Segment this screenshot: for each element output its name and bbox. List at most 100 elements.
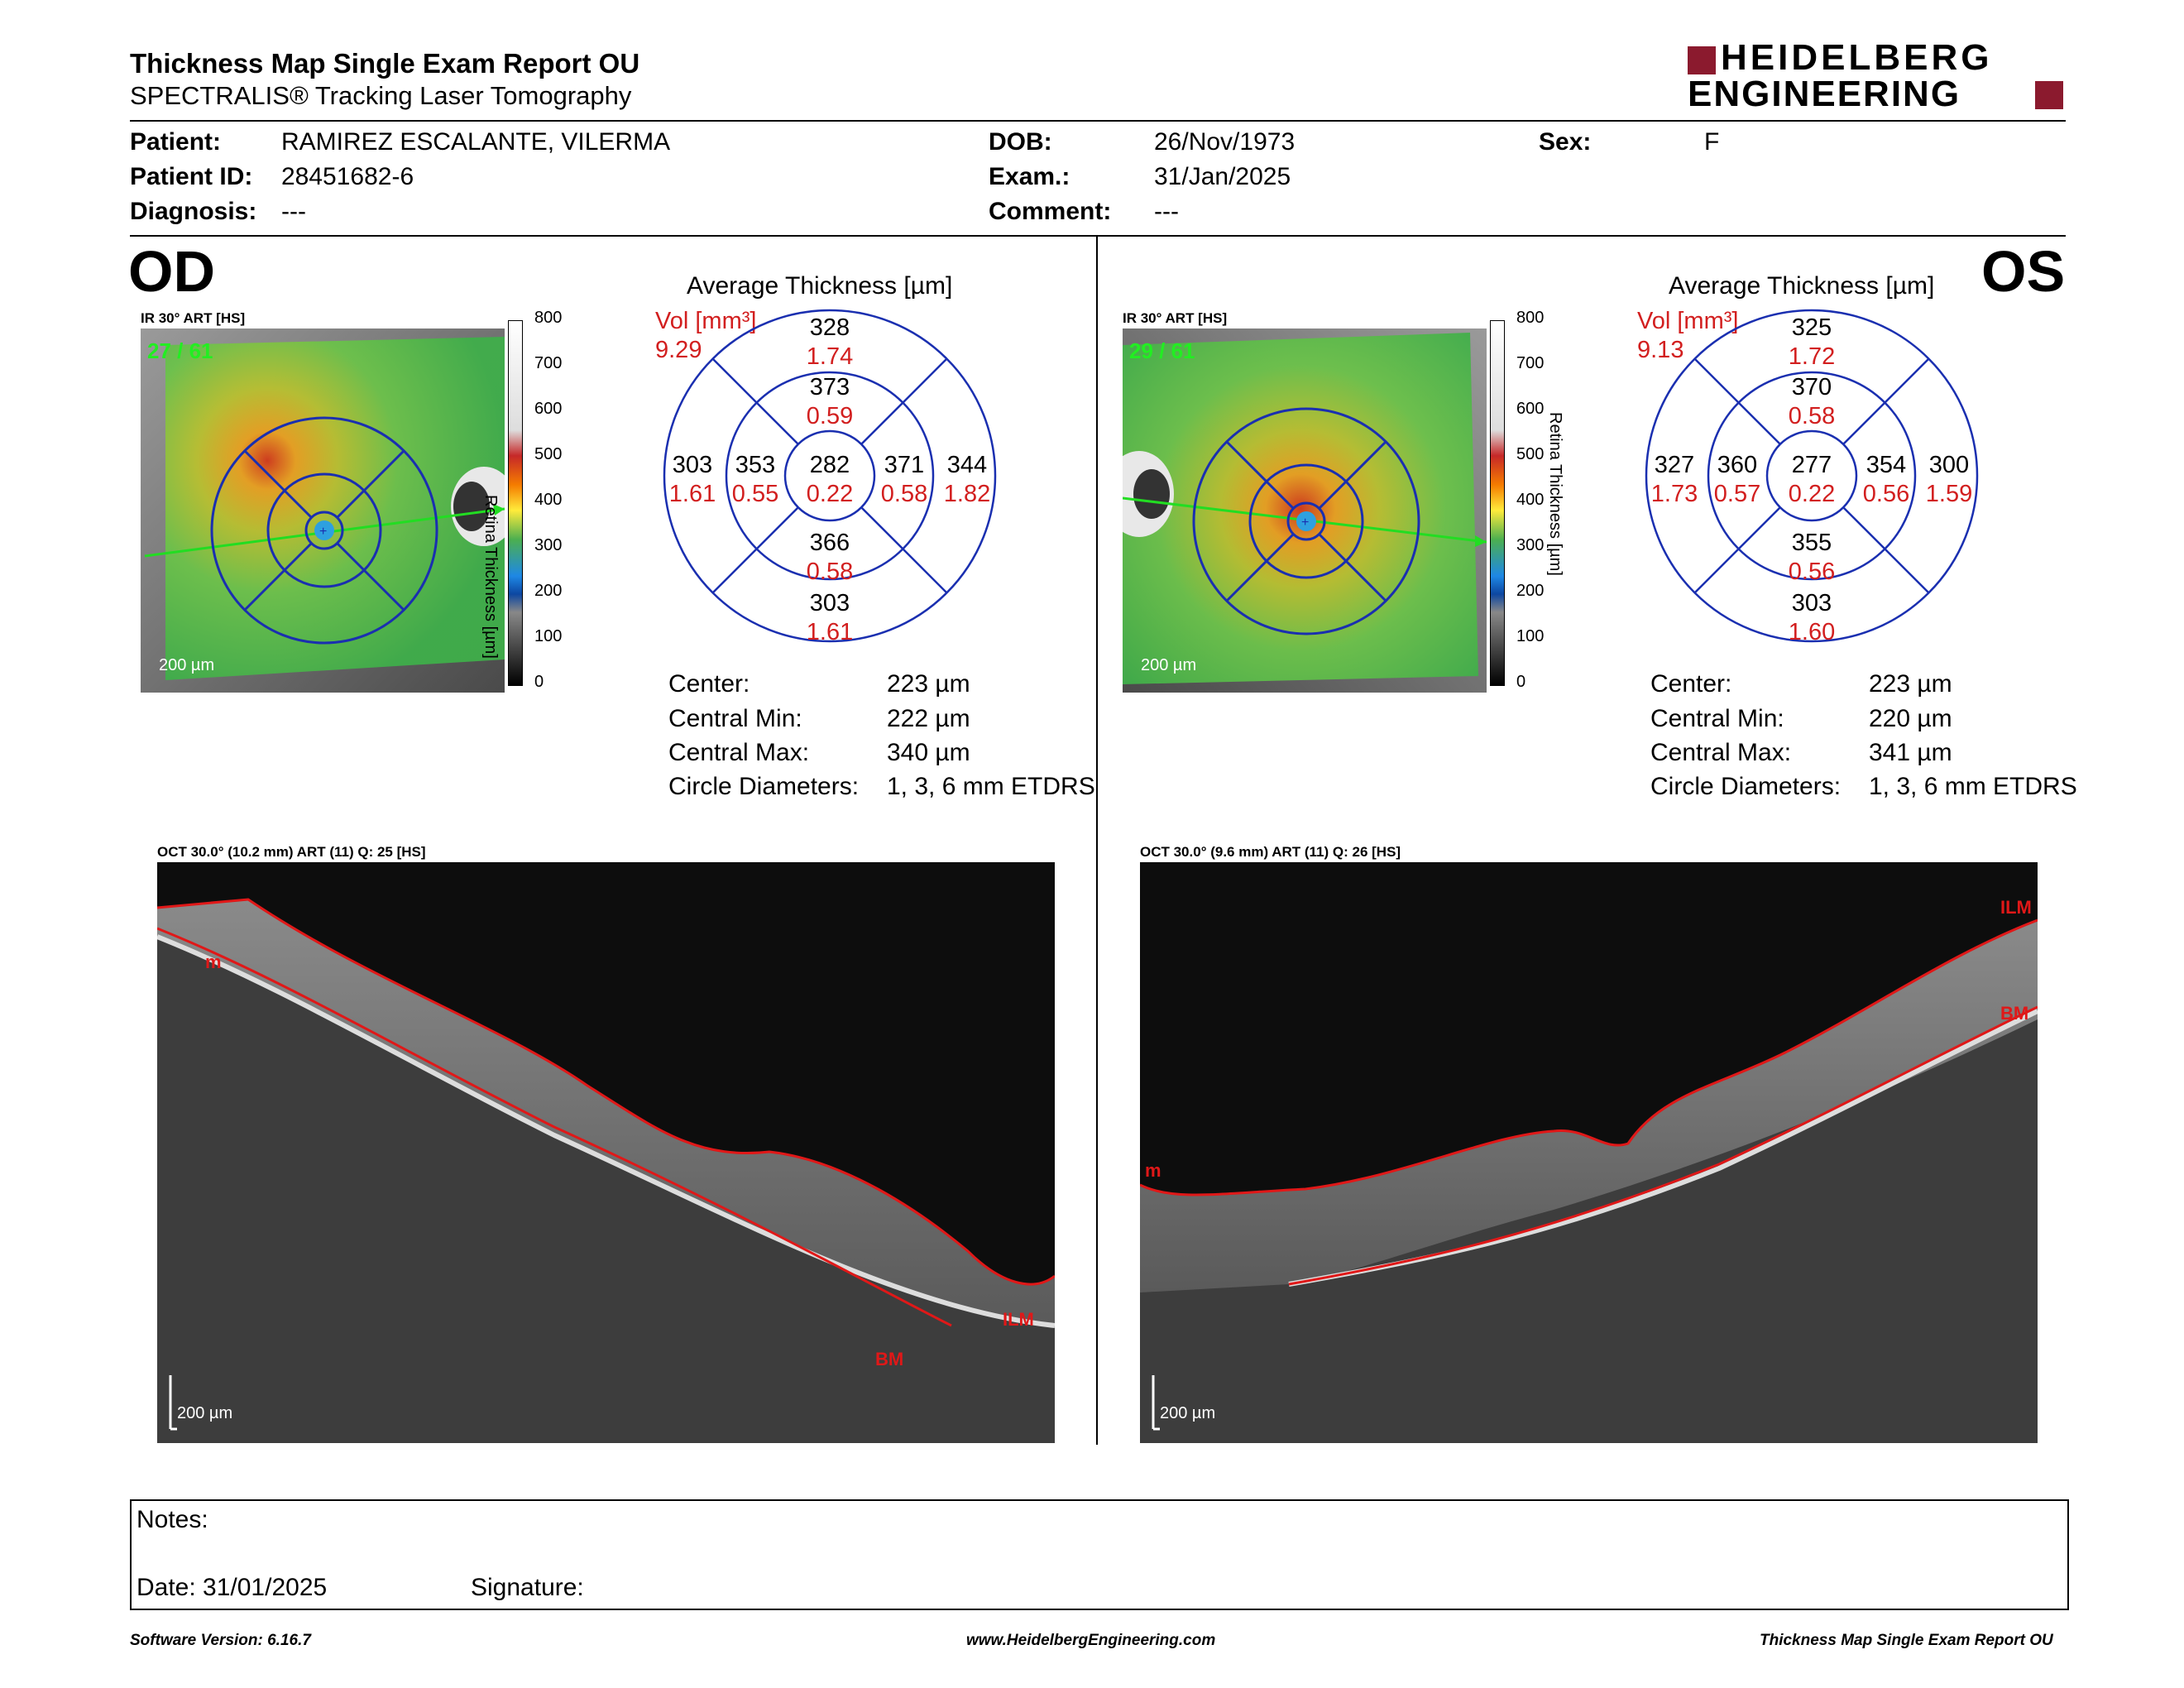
od-tick-700: 700: [534, 354, 563, 372]
patient-label: Patient:: [130, 128, 222, 156]
od-inner-right-volume: 0.58: [880, 481, 928, 507]
os-outer-left-volume: 1.73: [1650, 481, 1698, 507]
patient-id-label: Patient ID:: [130, 163, 253, 190]
od-ir-image: + 27 / 61 200 µm: [141, 328, 505, 693]
od-diam-label: Circle Diameters:: [668, 773, 860, 800]
os-tick-500: 500: [1516, 445, 1545, 463]
sex-label: Sex:: [1539, 128, 1592, 156]
od-outer-right-volume: 1.82: [943, 481, 991, 507]
signature-label: Signature:: [471, 1574, 584, 1601]
os-tick-600: 600: [1516, 400, 1545, 418]
patient-divider: [130, 235, 2066, 237]
exam-label: Exam.:: [989, 163, 1070, 190]
svg-text:+: +: [1301, 516, 1309, 530]
logo-square-bottom: [2035, 81, 2063, 109]
od-inner-left-volume: 0.55: [731, 481, 779, 507]
os-colorbar: [1490, 320, 1505, 686]
od-layer-m: m: [205, 952, 222, 972]
od-layer-bm: BM: [875, 1349, 904, 1369]
diagnosis-label: Diagnosis:: [130, 198, 257, 225]
od-tick-200: 200: [534, 582, 563, 600]
os-tick-400: 400: [1516, 491, 1545, 509]
os-oct-scale: 200 µm: [1160, 1404, 1216, 1422]
od-inner-inf-thickness: 366: [809, 530, 850, 556]
od-vol-total: 9.29: [655, 337, 702, 363]
patient-id: 28451682-6: [281, 163, 414, 190]
os-outer-right-volume: 1.59: [1925, 481, 1973, 507]
os-tick-200: 200: [1516, 582, 1545, 600]
os-inner-sup-volume: 0.58: [1788, 403, 1836, 429]
sex: F: [1704, 128, 1720, 156]
os-layer-m: m: [1145, 1160, 1161, 1181]
os-inner-right-volume: 0.56: [1862, 481, 1910, 507]
od-avg-title: Average Thickness [µm]: [687, 272, 953, 300]
os-tick-0: 0: [1516, 673, 1526, 691]
logo-text-bottom: ENGINEERING: [1688, 74, 1961, 114]
os-frames: 29 / 61: [1129, 338, 1195, 363]
os-ir-image: + 29 / 61 200 µm: [1123, 328, 1487, 693]
footer-report-name: Thickness Map Single Exam Report OU: [1760, 1632, 2053, 1649]
os-inner-left-thickness: 360: [1717, 452, 1758, 478]
od-outer-right-thickness: 344: [946, 452, 988, 478]
header-divider: [130, 120, 2066, 122]
od-oct-bscan: m ILM BM 200 µm: [157, 862, 1055, 1443]
od-colorbar: [508, 320, 523, 686]
os-center-value: 223 µm: [1869, 670, 1952, 698]
os-center-thickness: 277: [1791, 452, 1832, 478]
notes-date: Date: 31/01/2025: [136, 1574, 328, 1601]
os-colorbar-title: Retina Thickness [µm]: [1546, 412, 1564, 576]
os-layer-ilm: ILM: [2000, 897, 2032, 918]
os-grid-values: 325 1.72 370 0.58 277 0.22 355 0.56 303 …: [1642, 306, 1981, 645]
os-inner-right-thickness: 354: [1866, 452, 1907, 478]
os-oct-label: OCT 30.0° (9.6 mm) ART (11) Q: 26 [HS]: [1140, 844, 1401, 860]
os-outer-right-thickness: 300: [1928, 452, 1970, 478]
od-diam-value: 1, 3, 6 mm ETDRS: [887, 773, 1095, 800]
os-diam-label: Circle Diameters:: [1650, 773, 1842, 800]
os-outer-left-thickness: 327: [1654, 452, 1695, 478]
od-tick-0: 0: [534, 673, 544, 691]
os-max-value: 341 µm: [1869, 739, 1952, 766]
os-inner-inf-thickness: 355: [1791, 530, 1832, 556]
od-inner-right-thickness: 371: [884, 452, 925, 478]
os-eye-label: OS: [1981, 239, 2066, 304]
os-oct-bscan: m ILM BM 200 µm: [1140, 862, 2038, 1443]
os-tick-800: 800: [1516, 309, 1545, 327]
od-layer-ilm: ILM: [1003, 1309, 1034, 1330]
od-tick-600: 600: [534, 400, 563, 418]
os-tick-100: 100: [1516, 627, 1545, 645]
os-inner-left-volume: 0.57: [1713, 481, 1761, 507]
os-max-label: Central Max:: [1650, 739, 1792, 766]
notes-box[interactable]: Notes: Date: 31/01/2025 Signature:: [130, 1499, 2069, 1610]
od-center-value: 223 µm: [887, 670, 970, 698]
od-outer-left-thickness: 303: [672, 452, 713, 478]
od-center-volume: 0.22: [806, 481, 854, 507]
od-ir-label: IR 30° ART [HS]: [141, 310, 246, 326]
os-outer-inf-volume: 1.60: [1788, 619, 1836, 645]
os-ir-scale: 200 µm: [1141, 656, 1197, 674]
footer-website[interactable]: www.HeidelbergEngineering.com: [966, 1632, 1216, 1649]
os-outer-inf-thickness: 303: [1791, 590, 1832, 616]
report-title: Thickness Map Single Exam Report OU: [130, 48, 640, 79]
od-min-value: 222 µm: [887, 705, 970, 732]
od-inner-sup-thickness: 373: [809, 374, 850, 400]
center-divider: [1096, 237, 1098, 1445]
od-ir-scale: 200 µm: [159, 656, 215, 674]
od-eye-label: OD: [128, 239, 215, 304]
os-min-label: Central Min:: [1650, 705, 1784, 732]
od-center-label: Center:: [668, 670, 750, 698]
footer-software: Software Version: 6.16.7: [130, 1632, 311, 1649]
dob-label: DOB:: [989, 128, 1052, 156]
od-outer-sup-thickness: 328: [809, 314, 850, 341]
os-outer-sup-thickness: 325: [1791, 314, 1832, 341]
od-tick-300: 300: [534, 536, 563, 554]
os-vol-total: 9.13: [1637, 337, 1684, 363]
od-outer-inf-volume: 1.61: [806, 619, 854, 645]
comment-label: Comment:: [989, 198, 1112, 225]
patient-name: RAMIREZ ESCALANTE, VILERMA: [281, 128, 671, 156]
os-layer-bm: BM: [2000, 1003, 2029, 1024]
os-avg-title: Average Thickness [µm]: [1669, 272, 1935, 300]
od-tick-100: 100: [534, 627, 563, 645]
os-diam-value: 1, 3, 6 mm ETDRS: [1869, 773, 2077, 800]
od-tick-500: 500: [534, 445, 563, 463]
od-inner-inf-volume: 0.58: [806, 559, 854, 585]
